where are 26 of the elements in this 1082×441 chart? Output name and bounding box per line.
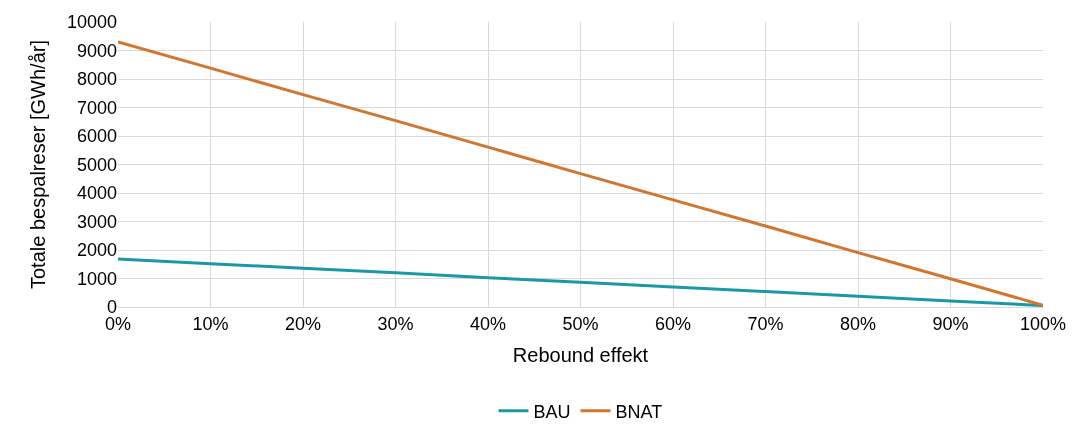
y-tick-label: 4000	[76, 183, 117, 204]
line-series	[118, 40, 1043, 307]
y-tick-label: 8000	[76, 69, 117, 90]
x-tick-label: 100%	[1019, 313, 1067, 334]
y-tick-label: 7000	[76, 97, 117, 118]
x-tick-label: 10%	[192, 313, 229, 334]
y-tick-label: 10000	[66, 12, 117, 33]
y-tick-label: 2000	[76, 240, 117, 261]
x-tick-label: 60%	[654, 313, 692, 334]
legend-label: BAU	[533, 401, 571, 422]
y-axis-title: Totale bespalreser [GWh/år]	[27, 40, 50, 289]
y-tick-label: 3000	[76, 211, 117, 232]
y-tick-label: 9000	[76, 40, 117, 61]
x-tick-label: 70%	[747, 313, 784, 334]
line-series	[118, 257, 1043, 307]
x-axis-title: Rebound effekt	[512, 344, 649, 367]
x-tick-label: 20%	[284, 313, 322, 334]
x-tick-label: 90%	[932, 313, 969, 334]
x-tick-label: 50%	[562, 313, 599, 334]
y-tick-label: 5000	[76, 154, 117, 175]
y-tick-label: 6000	[76, 126, 117, 147]
legend-label: BNAT	[615, 401, 663, 422]
x-tick-label: 30%	[377, 313, 414, 334]
x-tick-label: 80%	[839, 313, 877, 334]
y-tick-label: 1000	[76, 268, 117, 289]
x-tick-label: 40%	[469, 313, 507, 334]
